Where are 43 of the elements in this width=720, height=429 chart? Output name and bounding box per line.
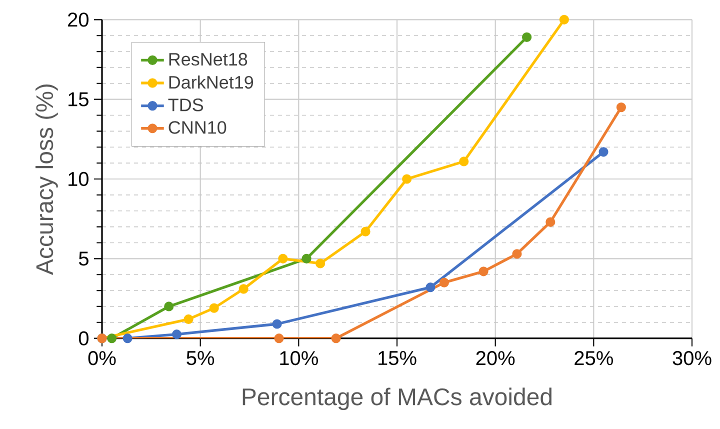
x-tick-label: 30% (672, 351, 712, 366)
x-tick-label: 10% (280, 351, 318, 366)
point (272, 319, 282, 329)
point (209, 303, 219, 313)
point (478, 266, 488, 276)
point (107, 334, 117, 344)
x-tick-label: 25% (574, 351, 613, 366)
legend-label: DarkNet19 (169, 75, 254, 89)
point (598, 147, 608, 157)
point (122, 334, 132, 344)
point (546, 217, 556, 227)
point (512, 249, 522, 259)
x-tick-label: 15% (378, 351, 416, 366)
point (522, 32, 532, 42)
x-tick-label: 5% (186, 351, 214, 366)
y-axis-title: Accuracy loss (%) (36, 84, 58, 275)
point (172, 330, 182, 340)
point (274, 334, 284, 344)
point (402, 174, 412, 184)
point (164, 302, 174, 312)
y-tick-label: 20 (68, 12, 88, 27)
x-tick-label: 20% (476, 351, 515, 366)
point (459, 156, 469, 166)
point (238, 284, 248, 294)
point (331, 334, 341, 344)
y-tick-label: 10 (68, 172, 88, 186)
point (302, 254, 312, 264)
point (616, 102, 626, 112)
legend-label: ResNet18 (169, 52, 248, 66)
point (559, 14, 569, 24)
x-axis-title: Percentage of MACs avoided (242, 388, 552, 410)
point (360, 226, 370, 236)
x-tick-label: 0% (88, 351, 116, 366)
point (278, 254, 288, 264)
y-tick-label: 15 (68, 92, 88, 106)
legend-label: CNN10 (168, 121, 226, 134)
y-tick-label: 0 (78, 331, 88, 346)
legend-label: TDS (168, 98, 204, 112)
y-tick-label: 5 (78, 252, 88, 266)
point (316, 258, 326, 268)
point (184, 314, 194, 324)
point (439, 278, 450, 288)
point (426, 282, 436, 292)
